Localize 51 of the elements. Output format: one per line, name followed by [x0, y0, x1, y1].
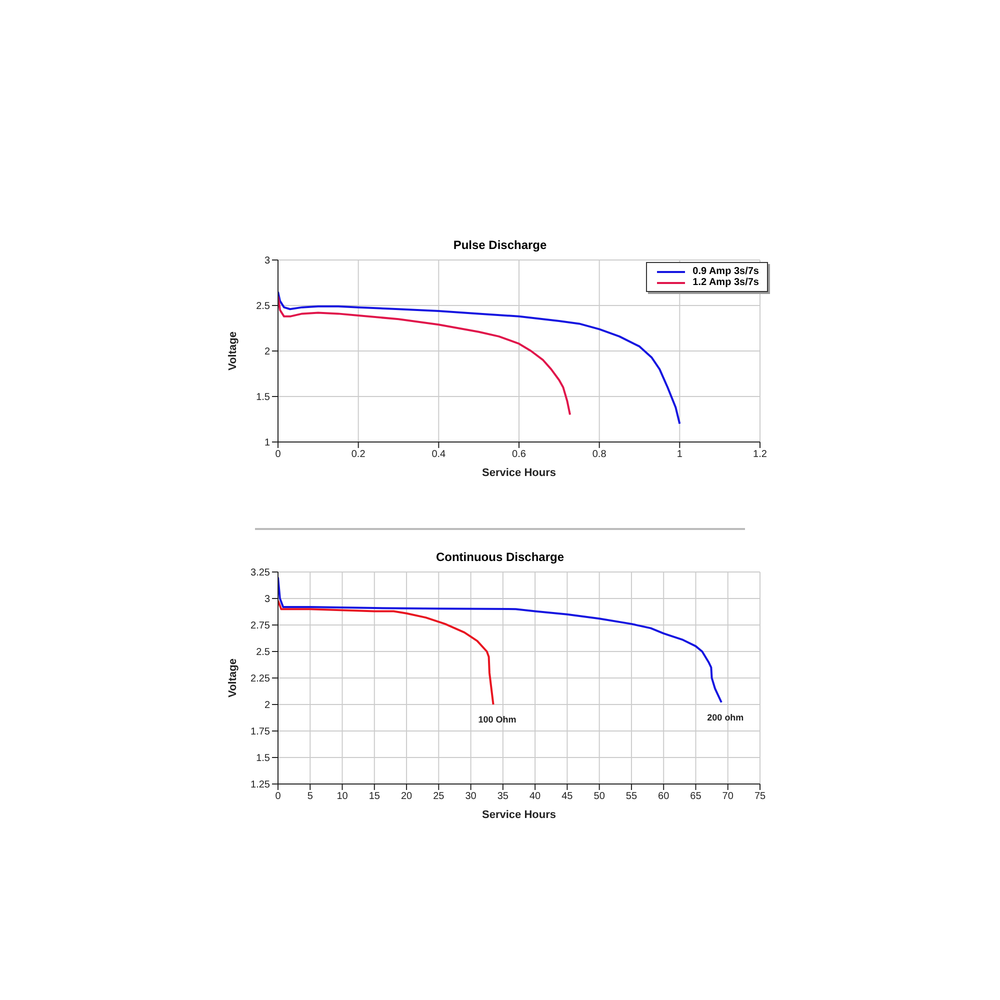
x-tick-label: 60	[658, 791, 670, 802]
y-tick-label: 2	[264, 346, 270, 358]
x-tick-label: 50	[594, 791, 606, 802]
x-tick-label: 5	[307, 791, 314, 802]
line-series	[278, 290, 681, 425]
y-tick-label: 2.5	[256, 647, 270, 658]
x-tick-label: 1.2	[753, 449, 768, 460]
x-tick-label: 30	[465, 791, 477, 802]
y-tick-label: 3	[264, 594, 270, 606]
x-tick-label: 70	[722, 791, 734, 802]
y-tick-label: 1.5	[256, 753, 270, 764]
x-axis-title: Service Hours	[482, 467, 556, 479]
y-tick-label: 1.25	[250, 780, 270, 791]
legend-label: 1.2 Amp 3s/7s	[692, 277, 759, 288]
y-tick-label: 2	[264, 700, 270, 712]
x-tick-label: 20	[400, 791, 413, 802]
series-label: 200 ohm	[707, 712, 744, 722]
y-tick-label: 1.75	[250, 726, 270, 738]
x-tick-label: 65	[690, 791, 702, 802]
y-tick-label: 2.5	[256, 301, 270, 312]
x-tick-label: 0	[275, 449, 282, 460]
x-tick-label: 40	[530, 791, 542, 802]
x-tick-label: 75	[754, 791, 766, 802]
x-tick-label: 0.2	[351, 449, 366, 460]
x-tick-label: 15	[368, 791, 380, 802]
line-series	[278, 600, 494, 706]
x-tick-label: 45	[562, 791, 574, 802]
y-tick-label: 1	[264, 438, 270, 449]
x-tick-label: 55	[626, 791, 638, 802]
y-tick-label: 1.5	[256, 392, 270, 404]
x-tick-label: 0	[275, 791, 282, 802]
x-tick-label: 1	[676, 449, 683, 460]
y-axis-title: Voltage	[226, 332, 239, 370]
y-axis-title: Voltage	[226, 658, 239, 698]
line-series	[278, 576, 722, 704]
x-tick-label: 25	[433, 791, 445, 802]
x-tick-label: 0.8	[592, 449, 607, 460]
chart-title: Pulse Discharge	[452, 238, 548, 252]
x-tick-label: 0.6	[512, 449, 526, 460]
y-tick-label: 3	[264, 256, 270, 267]
x-tick-label: 10	[336, 791, 348, 802]
x-tick-label: 35	[497, 791, 509, 802]
y-tick-label: 2.75	[250, 620, 270, 632]
x-axis-title: Service Hours	[482, 809, 556, 821]
line-series	[278, 295, 572, 416]
y-tick-label: 2.25	[250, 674, 270, 685]
legend-label: 0.9 Amp 3s/7s	[692, 266, 759, 277]
x-tick-label: 0.4	[432, 449, 446, 460]
series-label: 100 Ohm	[478, 714, 516, 724]
chart-title: Continuous Discharge	[434, 550, 565, 564]
y-tick-label: 3.25	[250, 568, 270, 579]
